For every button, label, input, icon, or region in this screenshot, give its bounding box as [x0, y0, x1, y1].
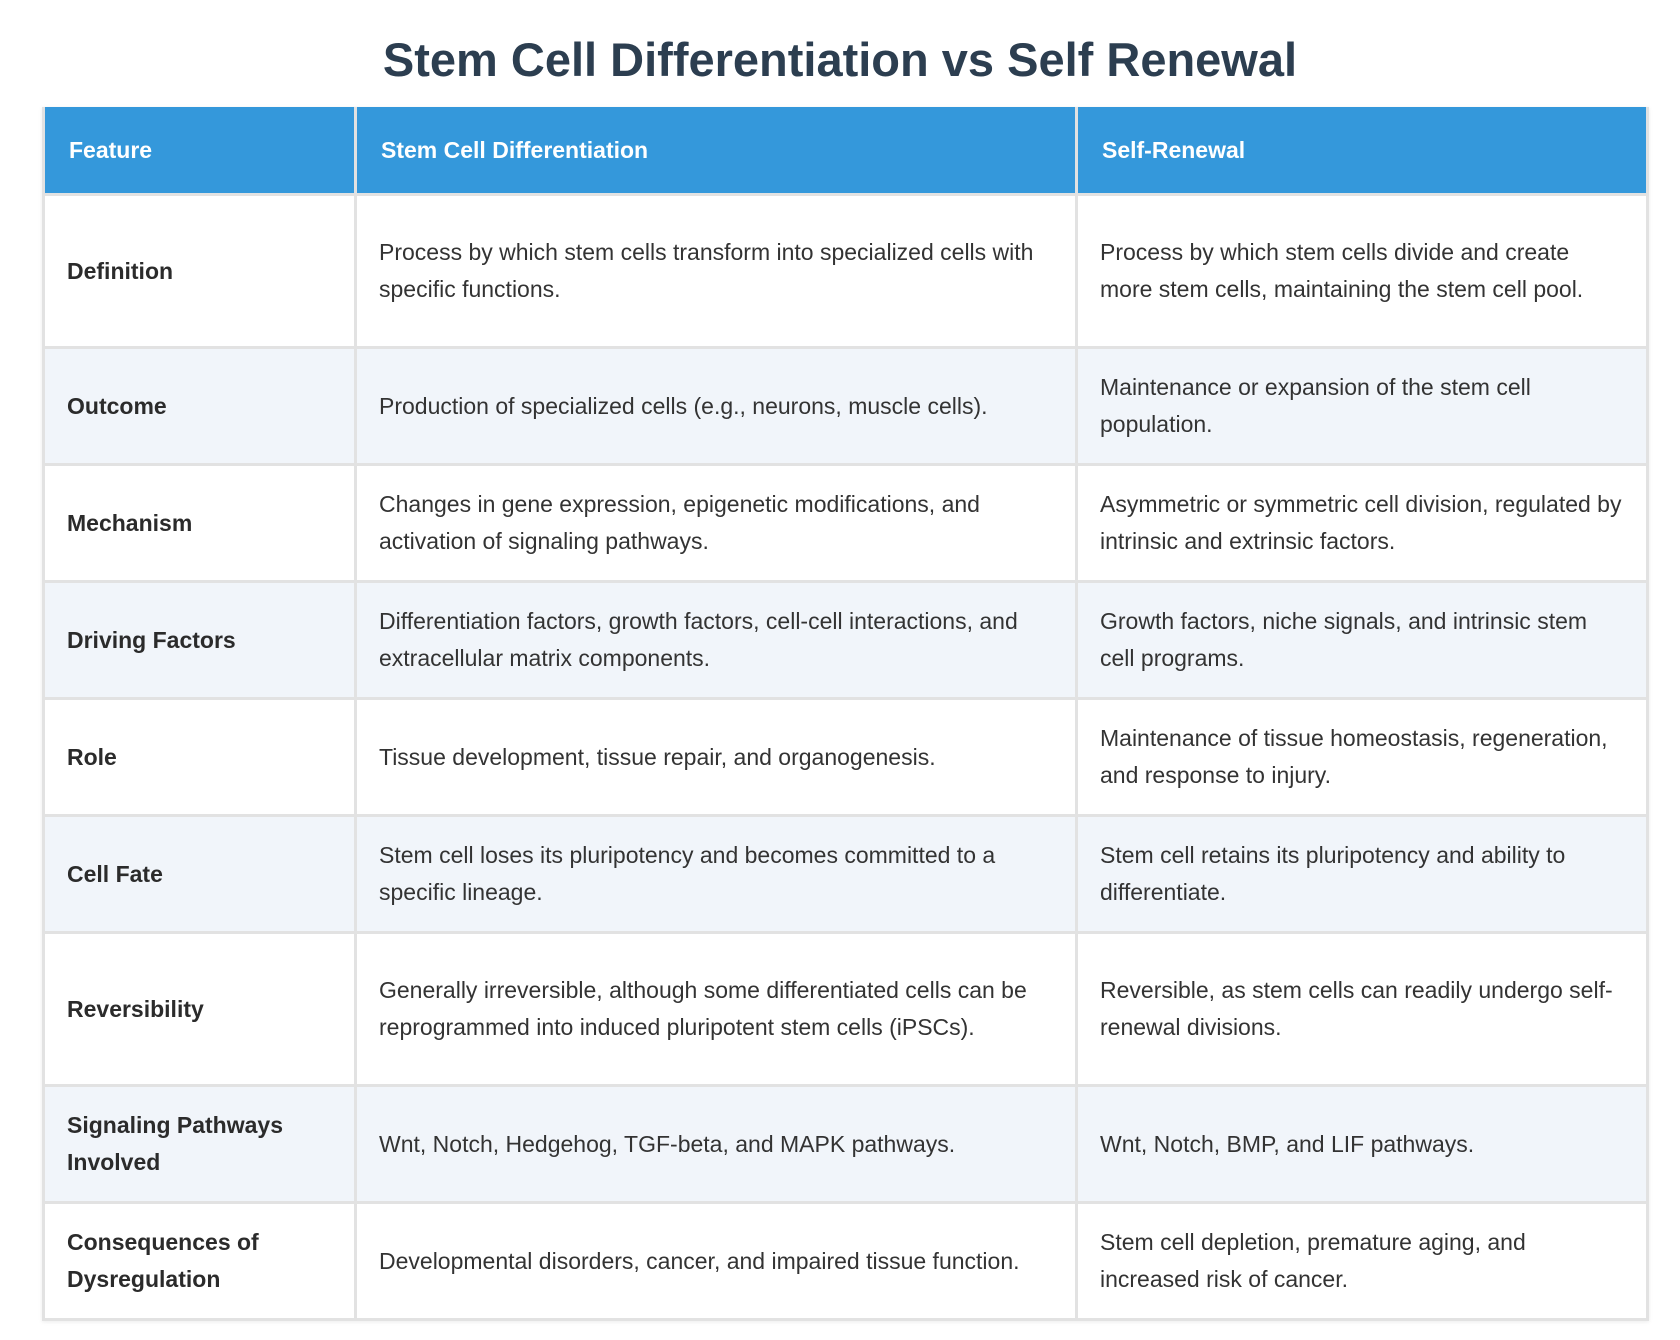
table-row: Cell Fate Stem cell loses its pluripoten…: [42, 814, 1649, 934]
self-renewal-cell: Maintenance of tissue homeostasis, regen…: [1075, 697, 1649, 817]
differentiation-cell: Wnt, Notch, Hedgehog, TGF-beta, and MAPK…: [354, 1084, 1078, 1204]
feature-cell: Mechanism: [42, 463, 357, 583]
self-renewal-cell: Growth factors, niche signals, and intri…: [1075, 580, 1649, 700]
feature-cell: Definition: [42, 193, 357, 349]
comparison-table: Feature Stem Cell Differentiation Self-R…: [42, 107, 1649, 1321]
differentiation-cell: Stem cell loses its pluripotency and bec…: [354, 814, 1078, 934]
table-body: Definition Process by which stem cells t…: [42, 193, 1649, 1321]
differentiation-cell: Tissue development, tissue repair, and o…: [354, 697, 1078, 817]
table-row: Definition Process by which stem cells t…: [42, 193, 1649, 349]
self-renewal-cell: Process by which stem cells divide and c…: [1075, 193, 1649, 349]
differentiation-cell: Generally irreversible, although some di…: [354, 931, 1078, 1087]
self-renewal-cell: Wnt, Notch, BMP, and LIF pathways.: [1075, 1084, 1649, 1204]
table-row: Consequences of Dysregulation Developmen…: [42, 1201, 1649, 1321]
table-row: Reversibility Generally irreversible, al…: [42, 931, 1649, 1087]
differentiation-cell: Developmental disorders, cancer, and imp…: [354, 1201, 1078, 1321]
header-row: Feature Stem Cell Differentiation Self-R…: [42, 107, 1649, 196]
self-renewal-cell: Stem cell depletion, premature aging, an…: [1075, 1201, 1649, 1321]
table-row: Mechanism Changes in gene expression, ep…: [42, 463, 1649, 583]
feature-cell: Driving Factors: [42, 580, 357, 700]
feature-cell: Role: [42, 697, 357, 817]
comparison-table-container: Feature Stem Cell Differentiation Self-R…: [42, 107, 1649, 1321]
page-title: Stem Cell Differentiation vs Self Renewa…: [382, 33, 1298, 86]
feature-cell: Consequences of Dysregulation: [42, 1201, 357, 1321]
self-renewal-cell: Asymmetric or symmetric cell division, r…: [1075, 463, 1649, 583]
table-header: Feature Stem Cell Differentiation Self-R…: [42, 107, 1649, 196]
self-renewal-cell: Maintenance or expansion of the stem cel…: [1075, 346, 1649, 466]
differentiation-cell: Differentiation factors, growth factors,…: [354, 580, 1078, 700]
feature-cell: Reversibility: [42, 931, 357, 1087]
self-renewal-cell: Reversible, as stem cells can readily un…: [1075, 931, 1649, 1087]
header-feature: Feature: [42, 107, 357, 196]
differentiation-cell: Changes in gene expression, epigenetic m…: [354, 463, 1078, 583]
header-differentiation: Stem Cell Differentiation: [354, 107, 1078, 196]
feature-cell: Cell Fate: [42, 814, 357, 934]
table-row: Role Tissue development, tissue repair, …: [42, 697, 1649, 817]
table-row: Outcome Production of specialized cells …: [42, 346, 1649, 466]
header-self-renewal: Self-Renewal: [1075, 107, 1649, 196]
differentiation-cell: Process by which stem cells transform in…: [354, 193, 1078, 349]
feature-cell: Signaling Pathways Involved: [42, 1084, 357, 1204]
table-row: Driving Factors Differentiation factors,…: [42, 580, 1649, 700]
table-row: Signaling Pathways Involved Wnt, Notch, …: [42, 1084, 1649, 1204]
self-renewal-cell: Stem cell retains its pluripotency and a…: [1075, 814, 1649, 934]
differentiation-cell: Production of specialized cells (e.g., n…: [354, 346, 1078, 466]
feature-cell: Outcome: [42, 346, 357, 466]
